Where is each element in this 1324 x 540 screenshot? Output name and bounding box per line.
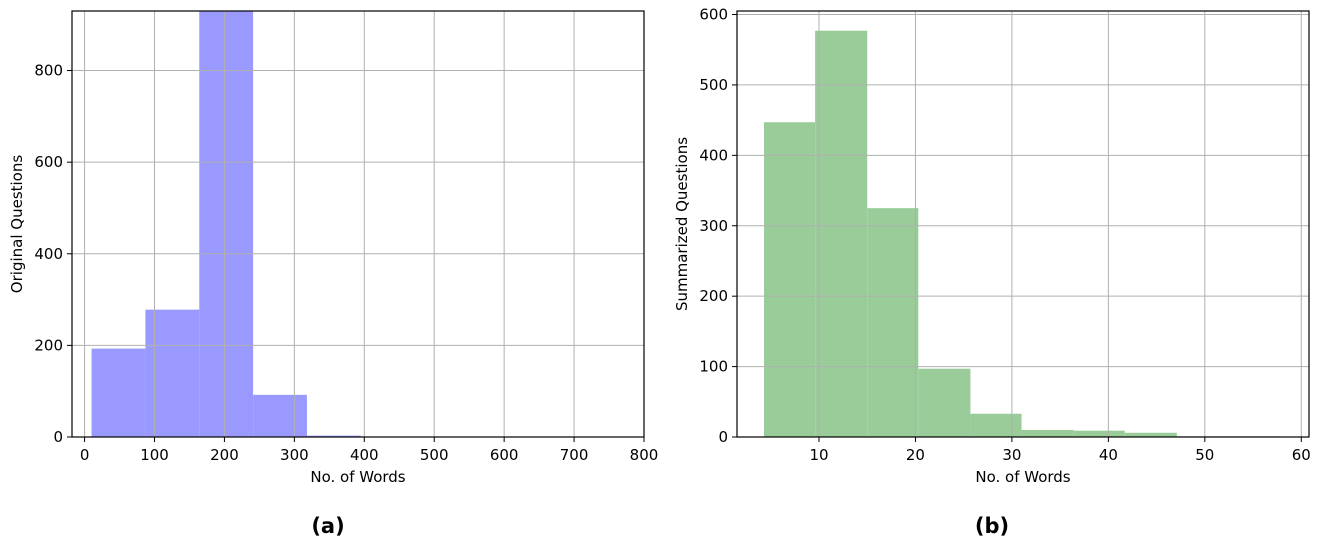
x-tick-label: 40: [1099, 446, 1118, 464]
y-tick-label: 0: [718, 428, 728, 446]
x-tick-label: 600: [490, 446, 519, 464]
x-tick-label: 50: [1195, 446, 1214, 464]
y-tick-label: 0: [53, 428, 63, 446]
x-tick-label: 400: [350, 446, 379, 464]
x-axis-label: No. of Words: [975, 468, 1070, 486]
x-axis: 10 20 30 40 50 60: [809, 437, 1311, 464]
bar: [867, 208, 919, 437]
x-tick-label: 30: [1002, 446, 1021, 464]
y-tick-label: 200: [34, 336, 63, 354]
plot-frame: [736, 10, 1310, 438]
plot-frame: [71, 10, 645, 438]
x-axis: 0 100 200 300 400 500 600 700 800: [80, 437, 659, 464]
y-axis-label: Summarized Questions: [673, 137, 691, 311]
x-tick-label: 800: [630, 446, 659, 464]
y-axis: 0 200 400 600 800: [34, 62, 72, 446]
y-tick-label: 300: [699, 217, 728, 235]
y-tick-label: 600: [699, 6, 728, 24]
y-tick-label: 600: [34, 153, 63, 171]
histogram-a: 0 100 200 300 400 500 600 700 800 0 200 400 600 800 No…: [8, 10, 659, 538]
y-axis: 0 100 200 300 400 500 600: [699, 6, 737, 446]
bar: [91, 348, 146, 437]
bar: [970, 413, 1022, 437]
x-tick-label: 200: [210, 446, 239, 464]
y-tick-label: 500: [699, 76, 728, 94]
x-tick-label: 300: [280, 446, 309, 464]
bar: [1124, 432, 1177, 437]
y-tick-label: 200: [699, 287, 728, 305]
x-tick-label: 0: [80, 446, 90, 464]
x-tick-label: 700: [560, 446, 589, 464]
x-tick-label: 10: [809, 446, 828, 464]
bars: [764, 30, 1281, 437]
x-tick-label: 60: [1292, 446, 1311, 464]
bars: [91, 11, 631, 438]
bar: [199, 11, 254, 437]
bar: [145, 309, 200, 437]
y-tick-label: 400: [699, 146, 728, 164]
bar: [1073, 430, 1125, 437]
y-tick-label: 100: [699, 358, 728, 376]
panel-label: (a): [311, 514, 344, 538]
x-tick-label: 20: [906, 446, 925, 464]
panel-label: (b): [975, 514, 1009, 538]
bar: [1021, 429, 1074, 437]
bar: [306, 435, 361, 437]
bar: [253, 394, 307, 437]
x-tick-label: 100: [140, 446, 169, 464]
x-axis-label: No. of Words: [310, 468, 405, 486]
y-axis-label: Original Questions: [8, 155, 26, 294]
y-tick-label: 400: [34, 245, 63, 263]
bar: [918, 368, 971, 437]
bar: [764, 122, 816, 437]
x-tick-label: 500: [420, 446, 449, 464]
y-tick-label: 800: [34, 62, 63, 80]
bar: [815, 30, 868, 437]
